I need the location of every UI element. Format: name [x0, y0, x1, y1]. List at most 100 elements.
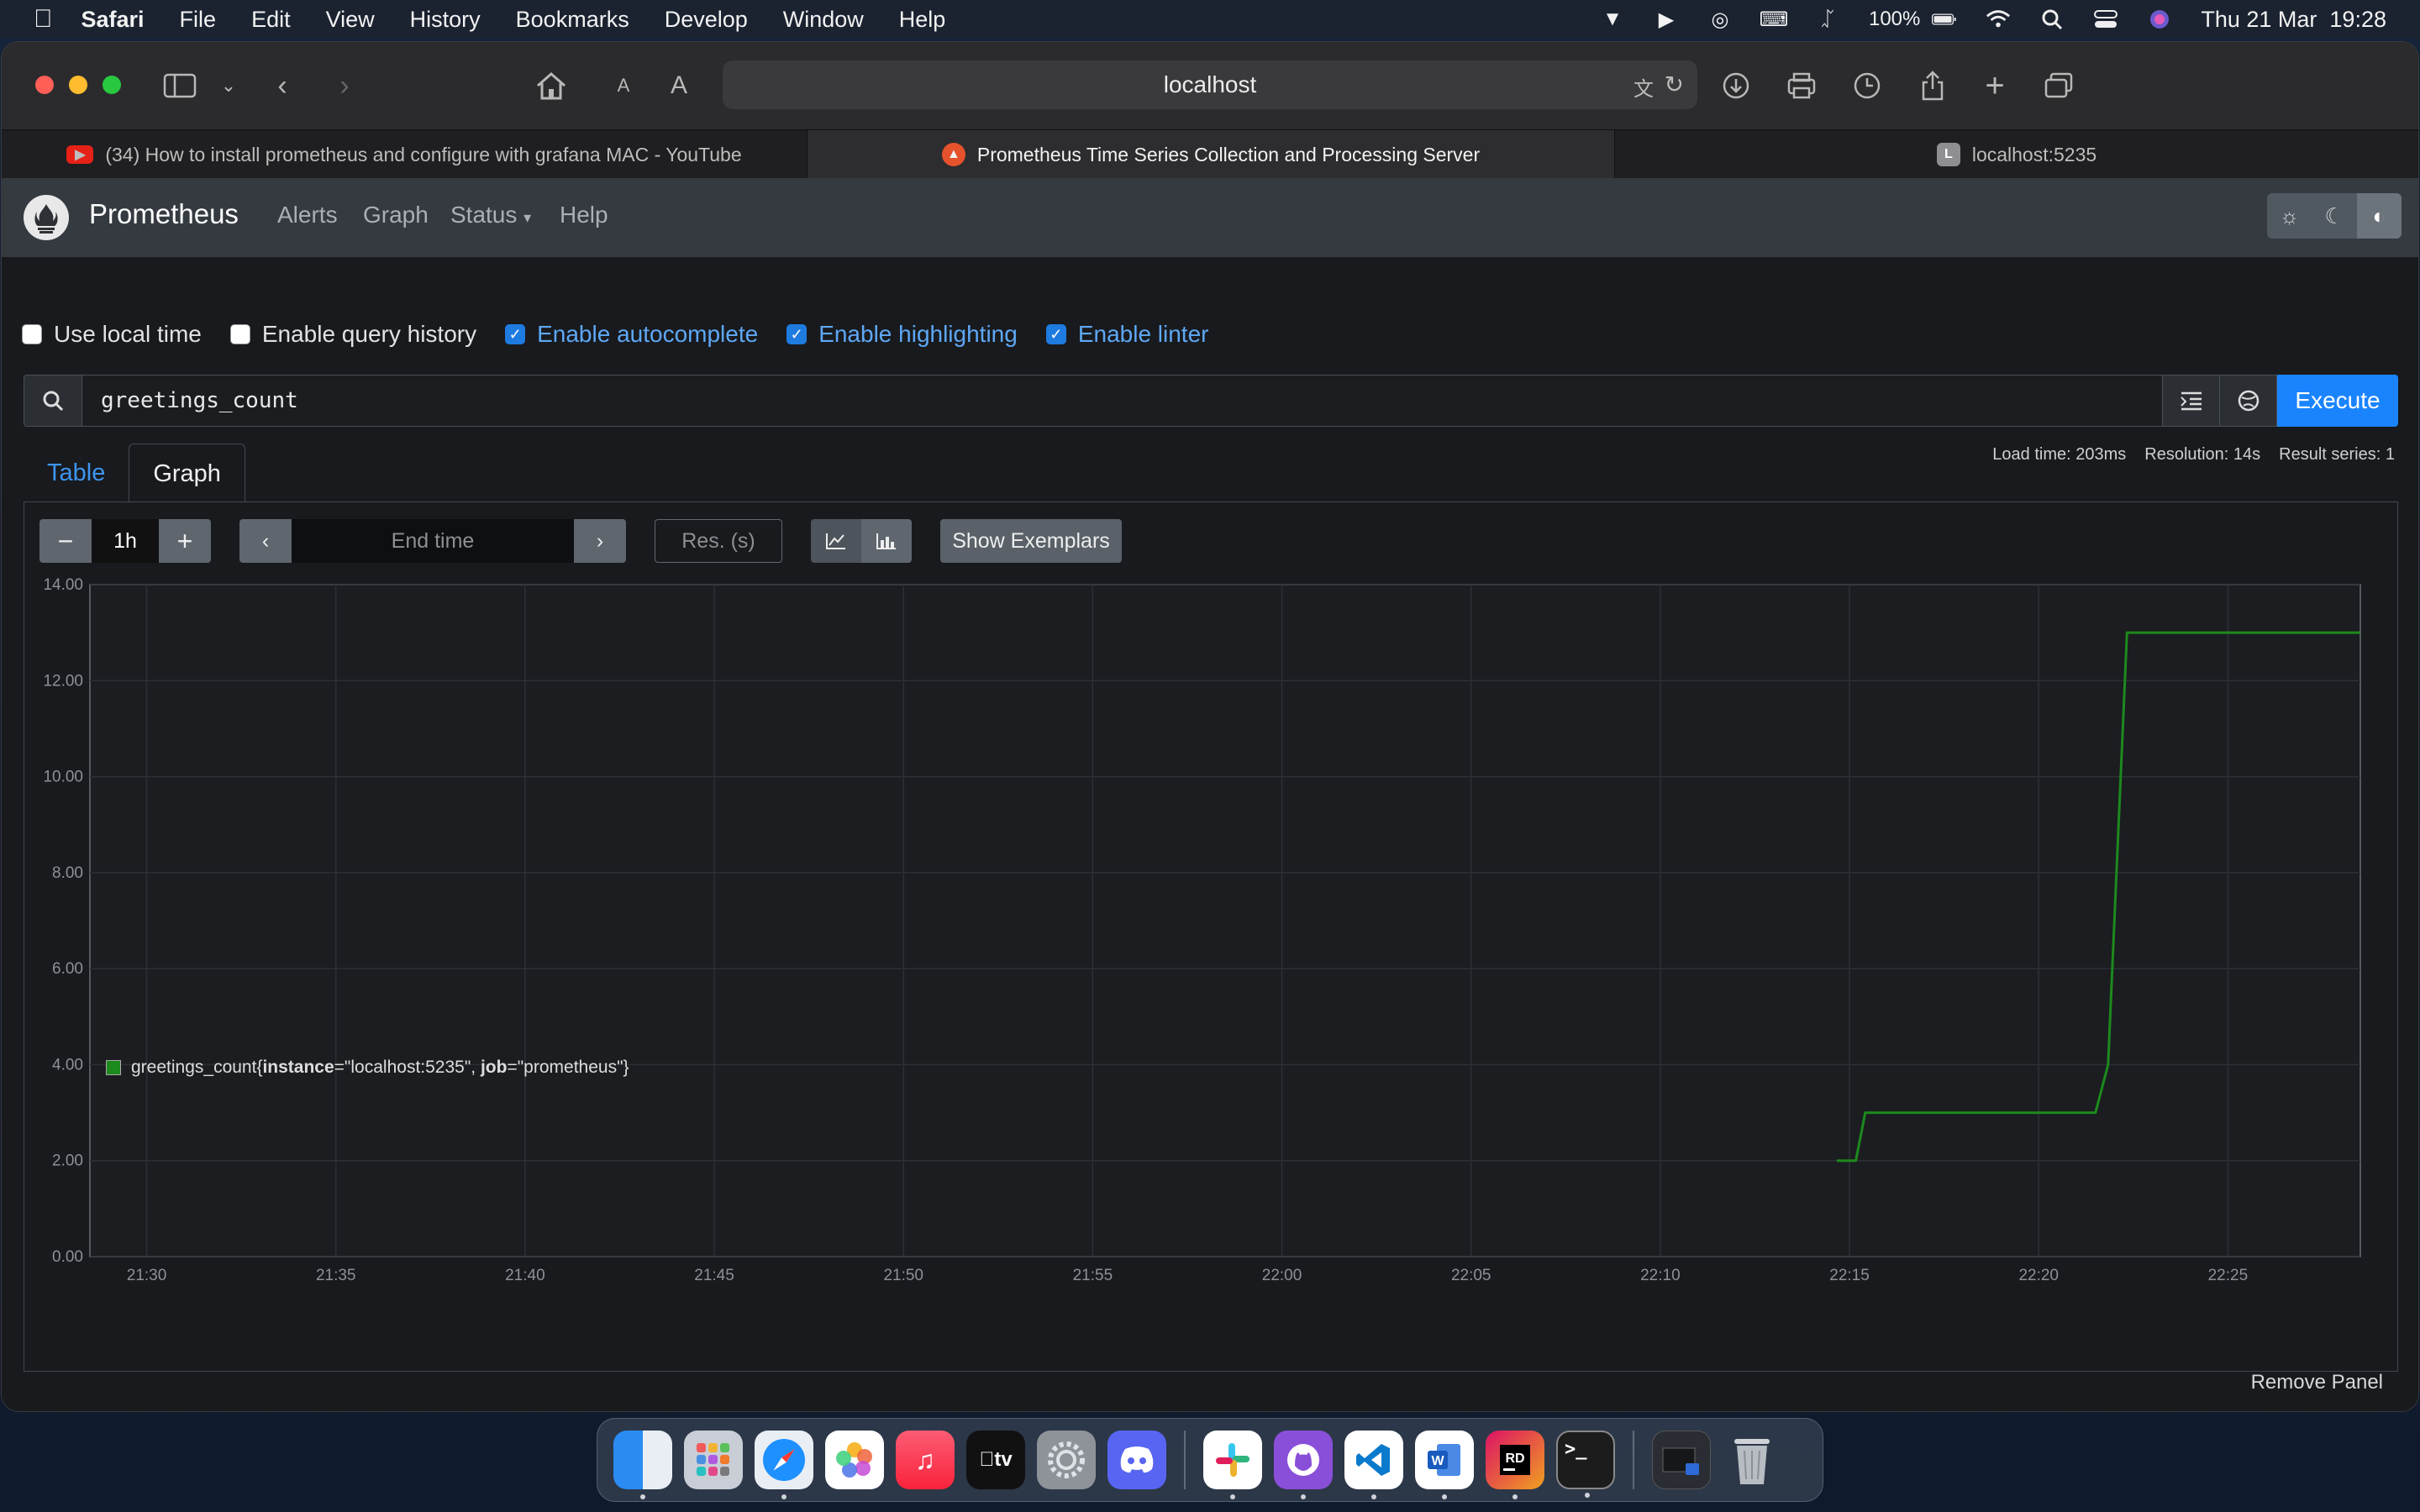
new-tab-icon[interactable]: + [1985, 66, 2005, 104]
highlighting-checkbox[interactable]: ✓ [786, 324, 808, 344]
slack-icon[interactable] [1203, 1431, 1262, 1499]
graph-legend[interactable]: greetings_count{ instance ="localhost:52… [106, 1058, 629, 1078]
photos-icon[interactable] [825, 1431, 884, 1489]
back-icon[interactable]: ‹ [277, 69, 287, 102]
legend-label-value: ="localhost:5235", [334, 1058, 481, 1077]
menu-file[interactable]: File [160, 6, 217, 32]
tab-table[interactable]: Table [47, 459, 106, 486]
apple-menu-icon[interactable]:  [34, 5, 53, 34]
linter-checkbox[interactable]: ✓ [1045, 324, 1066, 344]
option-enable-highlighting[interactable]: ✓ Enable highlighting [786, 321, 1018, 348]
settings-icon[interactable] [1037, 1431, 1096, 1489]
tab-group-chevron-icon[interactable]: ⌄ [220, 75, 237, 96]
spotlight-icon[interactable] [2039, 8, 2065, 30]
auto-theme-icon[interactable]: ◐ [2356, 193, 2402, 239]
menu-clock[interactable]: Thu 21 Mar 19:28 [2201, 6, 2386, 32]
close-window-button[interactable] [35, 76, 54, 94]
github-icon[interactable] [1274, 1431, 1333, 1499]
forward-icon[interactable]: › [339, 69, 350, 102]
share-icon[interactable] [1914, 67, 1951, 104]
airdrop-icon[interactable]: ◎ [1711, 8, 1729, 31]
bluetooth-icon[interactable]: ᛢ [1821, 8, 1834, 30]
translate-icon[interactable]: 文 [1634, 78, 1654, 101]
unstacked-chart-button[interactable] [811, 519, 861, 563]
history-icon[interactable] [1849, 67, 1886, 104]
siri-icon[interactable] [2147, 8, 2172, 30]
browser-tab-localhost[interactable]: L localhost:5235 [1615, 130, 2418, 179]
vscode-icon[interactable] [1344, 1431, 1403, 1499]
browser-tab-prometheus[interactable]: ▲ Prometheus Time Series Collection and … [808, 130, 1615, 179]
minimize-window-button[interactable] [69, 76, 87, 94]
use-local-time-checkbox[interactable] [22, 324, 42, 344]
launchpad-icon[interactable] [684, 1431, 743, 1489]
text-larger-button[interactable]: A [670, 71, 687, 99]
home-icon[interactable] [533, 67, 570, 104]
end-time-input[interactable]: End time [292, 519, 574, 563]
tab-graph[interactable]: Graph [129, 444, 245, 503]
safari-icon[interactable] [755, 1431, 813, 1499]
music-icon[interactable]: ♫ [896, 1431, 955, 1489]
decrease-range-button[interactable]: − [39, 519, 92, 563]
reload-icon[interactable]: ↻ [1664, 71, 1684, 97]
play-icon[interactable]: ▶ [1658, 8, 1675, 31]
next-time-button[interactable]: › [574, 519, 626, 563]
downloads-icon[interactable] [1718, 67, 1754, 104]
range-input[interactable]: 1h [92, 519, 159, 563]
tv-icon[interactable]: tv [966, 1431, 1025, 1489]
address-bar[interactable]: localhost 文 ↻ [723, 60, 1697, 109]
menu-bookmarks[interactable]: Bookmarks [497, 6, 629, 32]
dark-theme-icon[interactable]: ☾ [2324, 202, 2344, 228]
prometheus-logo-icon[interactable] [24, 195, 69, 240]
terminal-icon[interactable]: >_ [1556, 1431, 1615, 1498]
option-enable-linter[interactable]: ✓ Enable linter [1045, 321, 1208, 348]
nav-status[interactable]: Status ▾ [450, 202, 531, 228]
text-smaller-button[interactable]: A [617, 75, 630, 96]
keyboard-icon[interactable]: ⌨ [1759, 8, 1789, 31]
browser-tab-youtube[interactable]: ▶ (34) How to install prometheus and con… [2, 130, 808, 179]
battery-icon[interactable] [1932, 8, 1957, 30]
increase-range-button[interactable]: + [159, 519, 211, 563]
sidebar-icon[interactable] [161, 67, 198, 104]
vpn-icon[interactable]: ▼ [1602, 8, 1623, 30]
tab-overview-icon[interactable] [2040, 67, 2077, 104]
resolution-input[interactable]: Res. (s) [655, 519, 782, 563]
print-icon[interactable] [1783, 67, 1820, 104]
option-enable-autocomplete[interactable]: ✓ Enable autocomplete [505, 321, 758, 348]
format-expression-button[interactable] [2163, 375, 2220, 427]
wifi-icon[interactable] [1986, 8, 2011, 30]
finder-icon[interactable] [613, 1431, 672, 1499]
menu-view[interactable]: View [307, 6, 375, 32]
control-center-icon[interactable] [2093, 8, 2118, 30]
menu-app-name[interactable]: Safari [62, 6, 145, 32]
stacked-chart-button[interactable] [861, 519, 912, 563]
menu-window[interactable]: Window [764, 6, 864, 32]
safari-toolbar: ⌄ ‹ › A A localhost 文 ↻ + [2, 42, 2418, 129]
previous-time-button[interactable]: ‹ [239, 519, 292, 563]
menu-develop[interactable]: Develop [645, 6, 748, 32]
autocomplete-checkbox[interactable]: ✓ [505, 324, 526, 344]
discord-icon[interactable] [1107, 1431, 1166, 1489]
expression-input[interactable]: greetings_count [82, 375, 2163, 427]
option-enable-query-history[interactable]: Enable query history [229, 321, 476, 348]
menu-help[interactable]: Help [880, 6, 946, 32]
trash-icon[interactable] [1723, 1431, 1781, 1489]
nav-alerts[interactable]: Alerts [277, 202, 338, 228]
word-icon[interactable]: W [1415, 1431, 1474, 1499]
light-theme-icon[interactable]: ☼ [2279, 202, 2300, 228]
rider-icon[interactable]: RD [1486, 1431, 1544, 1499]
metrics-explorer-icon[interactable] [2220, 375, 2277, 427]
option-use-local-time[interactable]: Use local time [22, 321, 202, 348]
preview-icon[interactable] [1652, 1431, 1711, 1489]
menu-edit[interactable]: Edit [232, 6, 291, 32]
x-tick-label: 21:30 [127, 1267, 167, 1284]
show-exemplars-button[interactable]: Show Exemplars [940, 519, 1122, 563]
time-series-chart[interactable]: 0.00 2.00 4.00 6.00 8.00 10.00 12.00 14.00 21:30… [24, 573, 2397, 1329]
execute-button[interactable]: Execute [2277, 375, 2398, 427]
menu-history[interactable]: History [391, 6, 481, 32]
zoom-window-button[interactable] [103, 76, 121, 94]
nav-graph[interactable]: Graph [363, 202, 429, 228]
prometheus-brand[interactable]: Prometheus [89, 198, 239, 229]
nav-help[interactable]: Help [560, 202, 608, 228]
remove-panel-link[interactable]: Remove Panel [2250, 1371, 2383, 1394]
query-history-checkbox[interactable] [229, 324, 250, 344]
